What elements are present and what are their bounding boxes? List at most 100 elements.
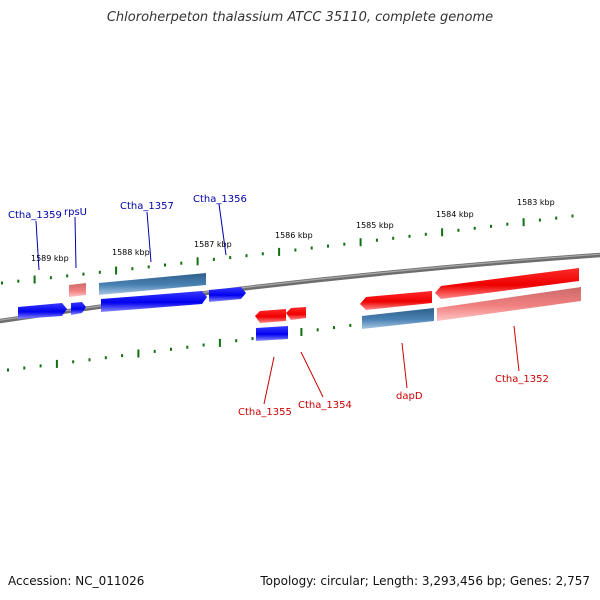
feature-ctha-1357-steel[interactable] bbox=[99, 273, 206, 295]
outer-minor-tick bbox=[147, 265, 150, 269]
scale-label-1589: 1589 kbp bbox=[31, 254, 69, 263]
leader-ctha-1352 bbox=[513, 325, 520, 372]
inner-minor-tick bbox=[72, 360, 75, 364]
inner-minor-tick bbox=[104, 356, 107, 360]
feature-ctha-1354[interactable] bbox=[286, 307, 306, 320]
inner-major-tick bbox=[55, 359, 58, 368]
outer-minor-tick bbox=[424, 232, 427, 236]
feature-pink-small[interactable] bbox=[69, 283, 86, 297]
outer-minor-tick bbox=[327, 244, 329, 248]
outer-minor-tick bbox=[555, 216, 558, 220]
outer-major-tick bbox=[115, 266, 118, 275]
gene-label-ctha-1354[interactable]: Ctha_1354 bbox=[298, 400, 352, 411]
inner-minor-tick bbox=[23, 366, 26, 370]
scale-label-1588: 1588 kbp bbox=[112, 248, 150, 257]
genome-summary-text: Topology: circular; Length: 3,293,456 bp… bbox=[260, 574, 590, 588]
outer-minor-tick bbox=[49, 276, 52, 280]
label-leaders bbox=[35, 203, 520, 405]
outer-minor-tick bbox=[82, 272, 85, 276]
outer-minor-tick bbox=[66, 274, 69, 278]
outer-major-tick bbox=[441, 228, 444, 237]
inner-minor-tick bbox=[153, 349, 156, 353]
scale-label-1586: 1586 kbp bbox=[275, 231, 313, 240]
outer-major-tick bbox=[33, 275, 36, 284]
scale-label-1587: 1587 kbp bbox=[194, 240, 232, 249]
feature-ctha-1352[interactable] bbox=[435, 268, 579, 299]
inner-minor-tick bbox=[7, 368, 9, 372]
forward-features bbox=[18, 273, 246, 319]
outer-minor-tick bbox=[98, 270, 101, 274]
outer-minor-tick bbox=[392, 236, 395, 240]
inner-major-tick bbox=[218, 338, 221, 347]
scale-label-1585: 1585 kbp bbox=[356, 221, 394, 230]
inner-minor-tick bbox=[349, 323, 352, 327]
outer-major-tick bbox=[196, 257, 199, 266]
outer-minor-tick bbox=[538, 218, 541, 222]
outer-minor-tick bbox=[131, 267, 134, 271]
feature-ctha-1359[interactable] bbox=[18, 303, 67, 319]
outer-minor-tick bbox=[473, 226, 476, 230]
feature-ctha-1355-red[interactable] bbox=[255, 309, 286, 323]
feature-ctha-1355-blue[interactable] bbox=[256, 326, 288, 341]
leader-ctha-1356 bbox=[218, 203, 227, 256]
feature-dapD[interactable] bbox=[360, 291, 432, 310]
inner-minor-tick bbox=[186, 345, 189, 349]
outer-minor-tick bbox=[261, 252, 264, 256]
feature-ctha-1352-pink[interactable] bbox=[437, 287, 581, 321]
outer-minor-tick bbox=[245, 254, 248, 258]
scale-labels: 1589 kbp 1588 kbp 1587 kbp 1586 kbp 1585… bbox=[31, 198, 555, 263]
scale-ticks-outer bbox=[1, 214, 574, 285]
outer-minor-tick bbox=[457, 228, 460, 232]
outer-minor-tick bbox=[229, 256, 232, 260]
outer-minor-tick bbox=[1, 281, 3, 285]
outer-major-tick bbox=[522, 218, 525, 227]
scale-label-1584: 1584 kbp bbox=[436, 210, 474, 219]
gene-label-rpsU[interactable]: rpsU bbox=[64, 207, 87, 218]
map-title: Chloroherpeton thalassium ATCC 35110, co… bbox=[106, 10, 494, 25]
outer-minor-tick bbox=[310, 246, 313, 250]
inner-minor-tick bbox=[333, 326, 335, 330]
inner-major-tick bbox=[137, 349, 140, 358]
outer-minor-tick bbox=[17, 279, 20, 283]
outer-major-tick bbox=[278, 247, 281, 256]
outer-minor-tick bbox=[180, 261, 183, 265]
inner-minor-tick bbox=[235, 339, 238, 343]
gene-label-ctha-1355[interactable]: Ctha_1355 bbox=[238, 407, 292, 418]
outer-minor-tick bbox=[212, 257, 215, 261]
leader-ctha-1355 bbox=[263, 356, 275, 405]
leader-ctha-1354 bbox=[300, 351, 324, 398]
leader-rpsU bbox=[74, 216, 77, 269]
outer-minor-tick bbox=[571, 214, 574, 218]
inner-major-tick bbox=[300, 328, 303, 336]
outer-minor-tick bbox=[375, 238, 378, 242]
gene-label-dapD[interactable]: dapD bbox=[396, 391, 423, 402]
inner-minor-tick bbox=[251, 337, 254, 341]
leader-ctha-1359 bbox=[35, 220, 40, 271]
scale-label-1583: 1583 kbp bbox=[517, 198, 555, 207]
feature-dapD-steel[interactable] bbox=[362, 308, 434, 329]
gene-label-ctha-1356[interactable]: Ctha_1356 bbox=[193, 194, 247, 205]
reverse-features bbox=[255, 268, 581, 341]
leader-ctha-1357 bbox=[146, 211, 152, 263]
feature-rpsU[interactable] bbox=[71, 302, 86, 315]
gene-labels: Ctha_1359 rpsU Ctha_1357 Ctha_1356 Ctha_… bbox=[8, 194, 549, 418]
leader-dapD bbox=[401, 342, 408, 389]
outer-minor-tick bbox=[294, 248, 297, 252]
gene-label-ctha-1359[interactable]: Ctha_1359 bbox=[8, 210, 62, 221]
gene-label-ctha-1357[interactable]: Ctha_1357 bbox=[120, 201, 174, 212]
outer-minor-tick bbox=[343, 242, 346, 246]
accession-text: Accession: NC_011026 bbox=[8, 574, 145, 588]
outer-minor-tick bbox=[490, 224, 492, 228]
outer-minor-tick bbox=[506, 222, 509, 226]
inner-minor-tick bbox=[202, 343, 205, 347]
feature-ctha-1356[interactable] bbox=[209, 287, 246, 302]
inner-minor-tick bbox=[88, 358, 91, 362]
inner-minor-tick bbox=[121, 354, 124, 358]
inner-minor-tick bbox=[39, 364, 42, 368]
feature-ctha-1357[interactable] bbox=[101, 291, 207, 312]
gene-label-ctha-1352[interactable]: Ctha_1352 bbox=[495, 374, 549, 385]
outer-major-tick bbox=[359, 238, 362, 247]
outer-minor-tick bbox=[164, 263, 166, 267]
outer-minor-tick bbox=[408, 234, 411, 238]
inner-minor-tick bbox=[170, 347, 172, 351]
